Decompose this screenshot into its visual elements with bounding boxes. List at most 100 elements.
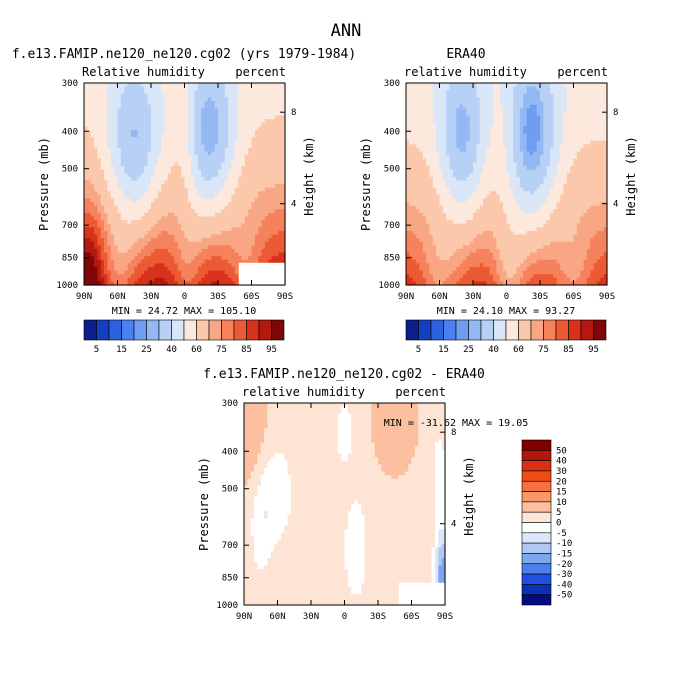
field-cell — [278, 108, 283, 113]
field-cell — [214, 180, 219, 185]
field-cell — [456, 97, 461, 102]
field-cell — [224, 220, 229, 225]
field-cell — [100, 205, 105, 210]
field-cell — [104, 209, 109, 214]
field-cell — [134, 86, 139, 91]
field-cell — [432, 241, 437, 246]
field-cell — [409, 245, 414, 250]
field-cell — [144, 104, 149, 109]
field-cell — [97, 198, 102, 203]
field-cell — [493, 176, 498, 181]
field-cell — [187, 212, 192, 218]
field-cell — [151, 147, 155, 153]
field-cell — [124, 97, 129, 102]
field-cell — [493, 173, 498, 178]
field-cell — [426, 151, 431, 156]
field-cell — [137, 191, 142, 196]
field-cell — [442, 191, 447, 196]
field-cell — [234, 187, 239, 192]
field-cell — [436, 126, 441, 131]
field-cell — [456, 180, 461, 185]
field-cell — [107, 234, 112, 239]
field-cell — [94, 209, 98, 214]
field-cell — [117, 220, 122, 225]
field-cell — [144, 176, 149, 181]
field-cell — [254, 202, 259, 207]
field-cell — [248, 111, 253, 117]
field-cell — [452, 234, 457, 239]
field-cell — [419, 140, 424, 145]
field-cell — [456, 133, 461, 138]
field-cell — [409, 191, 414, 196]
field-cell — [100, 180, 105, 185]
field-cell — [406, 90, 410, 95]
field-cell — [117, 252, 122, 257]
field-cell — [177, 263, 182, 268]
field-cell — [214, 252, 219, 257]
field-cell — [201, 212, 206, 218]
field-cell — [264, 230, 269, 236]
field-cell — [439, 238, 444, 243]
field-cell — [94, 252, 98, 257]
field-cell — [486, 101, 491, 106]
field-cell — [274, 169, 279, 174]
field-cell — [449, 129, 454, 135]
field-cell — [154, 93, 159, 99]
field-cell — [218, 97, 222, 102]
field-cell — [174, 169, 179, 174]
y-tick-label: 850 — [62, 254, 78, 264]
field-cell — [459, 238, 464, 243]
field-cell — [124, 184, 129, 189]
field-cell — [187, 256, 192, 261]
field-cell — [416, 281, 420, 286]
field-cell — [231, 101, 236, 106]
field-cell — [258, 187, 263, 192]
field-cell — [110, 162, 115, 167]
field-cell — [462, 83, 467, 88]
field-cell — [429, 259, 434, 264]
field-cell — [110, 133, 115, 138]
field-cell — [459, 274, 464, 279]
field-cell — [94, 169, 98, 174]
field-cell — [251, 216, 256, 221]
field-cell — [100, 165, 105, 171]
field-cell — [432, 212, 437, 218]
field-cell — [104, 270, 109, 275]
field-cell — [110, 90, 115, 95]
field-cell — [473, 155, 477, 160]
field-cell — [442, 274, 447, 279]
field-cell — [137, 252, 142, 257]
field-cell — [473, 274, 477, 279]
field-cell — [117, 238, 122, 243]
field-cell — [137, 248, 142, 254]
field-cell — [117, 140, 122, 145]
field-cell — [144, 227, 149, 232]
field-cell — [194, 202, 199, 207]
field-cell — [144, 194, 149, 200]
field-cell — [238, 187, 243, 192]
field-cell — [181, 165, 186, 171]
field-cell — [496, 165, 501, 171]
field-cell — [231, 180, 236, 185]
field-cell — [476, 198, 481, 203]
field-cell — [264, 133, 269, 138]
field-cell — [462, 194, 467, 200]
field-cell — [114, 140, 119, 145]
field-cell — [114, 111, 119, 117]
colorbar-box — [208, 319, 222, 341]
field-cell — [422, 184, 427, 189]
field-cell — [248, 147, 253, 153]
field-cell — [214, 137, 219, 142]
field-cell — [207, 101, 212, 106]
field-cell — [201, 220, 206, 225]
field-cell — [207, 176, 212, 181]
field-cell — [459, 281, 464, 286]
field-cell — [127, 101, 132, 106]
field-cell — [167, 241, 172, 246]
field-cell — [442, 147, 447, 153]
field-cell — [248, 230, 253, 236]
field-cell — [161, 281, 165, 286]
field-cell — [274, 147, 279, 153]
field-cell — [224, 198, 229, 203]
field-cell — [419, 245, 424, 250]
